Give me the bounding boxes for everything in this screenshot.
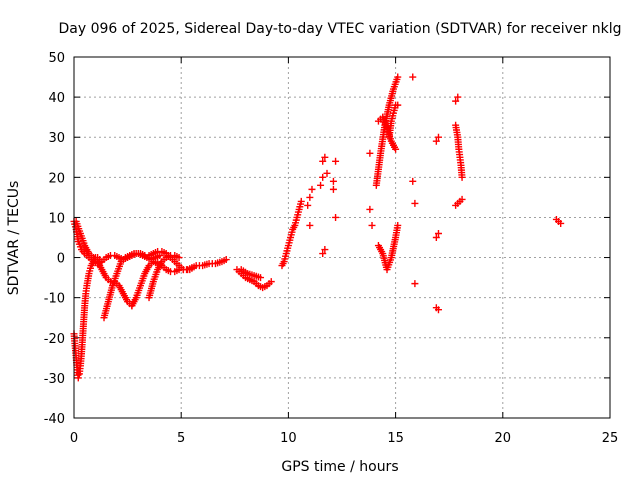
data-point-scatter-15 bbox=[411, 280, 419, 288]
data-point-scatter-11 bbox=[308, 185, 316, 193]
y-tick-label: 20 bbox=[48, 171, 65, 186]
data-point-arc-2 bbox=[188, 264, 196, 272]
y-tick-label: -10 bbox=[44, 292, 65, 307]
x-tick-label: 10 bbox=[280, 431, 297, 446]
data-point-scatter-15 bbox=[368, 221, 376, 229]
y-tick-label: 10 bbox=[48, 211, 65, 226]
tick-labels: 0 5 10 15 20 25 -40 -30 -20 -10 0 10 20 30 40 50 bbox=[44, 51, 619, 446]
y-tick-label: -40 bbox=[44, 412, 65, 427]
data-point-scatter-11 bbox=[332, 157, 340, 165]
y-tick-label: 30 bbox=[48, 131, 65, 146]
data-point-scatter-11 bbox=[329, 185, 337, 193]
data-point-arc-1 bbox=[156, 252, 164, 260]
y-tick-label: 40 bbox=[48, 91, 65, 106]
data-point-late-low-b bbox=[257, 274, 265, 282]
data-point-arc-18 bbox=[458, 173, 466, 181]
data-point-scatter-11 bbox=[306, 193, 314, 201]
x-tick-label: 20 bbox=[495, 431, 512, 446]
data-point-scatter-15 bbox=[411, 199, 419, 207]
data-point-scatter-15 bbox=[366, 149, 374, 157]
axes bbox=[73, 56, 611, 419]
x-tick-label: 15 bbox=[387, 431, 404, 446]
data-point-scatter-11 bbox=[321, 246, 329, 254]
y-axis-label: SDTVAR / TECUs bbox=[6, 181, 22, 296]
y-tick-label: 0 bbox=[57, 252, 65, 267]
data-point-scatter-11 bbox=[317, 181, 325, 189]
y-tick-label: -20 bbox=[44, 332, 65, 347]
data-point-scatter-11 bbox=[329, 177, 337, 185]
chart-title: Day 096 of 2025, Sidereal Day-to-day VTE… bbox=[59, 21, 622, 37]
data-point-arc-14a bbox=[394, 73, 402, 81]
data-point-scatter-18 bbox=[458, 195, 466, 203]
data-point-scatter-11 bbox=[319, 250, 327, 258]
data-point-scatter-17 bbox=[434, 229, 442, 237]
data-point-scatter-18 bbox=[452, 97, 460, 105]
data-point-rise-10 bbox=[297, 197, 305, 205]
data-point-scatter-11 bbox=[319, 173, 327, 181]
x-axis-label: GPS time / hours bbox=[281, 459, 398, 475]
data-point-scatter-17 bbox=[434, 306, 442, 314]
data-point-arc-3 bbox=[175, 254, 183, 262]
grid-lines bbox=[74, 57, 610, 418]
data-point-scatter-18 bbox=[454, 93, 462, 101]
x-tick-label: 25 bbox=[602, 431, 619, 446]
data-point-scatter-15 bbox=[366, 205, 374, 213]
data-point-early-drop bbox=[74, 374, 82, 382]
y-tick-label: 50 bbox=[48, 51, 65, 66]
data-point-arc-14b bbox=[392, 145, 400, 153]
data-point-scatter-11 bbox=[321, 153, 329, 161]
data-points bbox=[70, 73, 565, 382]
data-point-scatter-17 bbox=[432, 234, 440, 241]
data-point-scatter-15 bbox=[409, 177, 417, 185]
data-point-scatter-17 bbox=[434, 133, 442, 141]
data-point-scatter-11 bbox=[306, 221, 314, 229]
data-point-scatter-11 bbox=[323, 169, 331, 177]
data-point-late-low bbox=[267, 278, 275, 286]
x-tick-label: 0 bbox=[70, 431, 78, 446]
x-tick-label: 5 bbox=[177, 431, 185, 446]
data-point-scatter-11 bbox=[319, 157, 327, 165]
data-point-arc-14c bbox=[394, 221, 402, 229]
plot-frame bbox=[73, 56, 611, 419]
data-point-scatter-22 bbox=[557, 219, 565, 227]
data-point-scatter-17 bbox=[432, 137, 440, 145]
data-point-scatter-11 bbox=[304, 201, 312, 209]
data-point-arc-15 bbox=[394, 101, 402, 109]
data-point-scatter-11 bbox=[332, 213, 340, 221]
data-point-early-main bbox=[222, 256, 230, 264]
data-point-scatter-15 bbox=[409, 73, 417, 81]
y-tick-label: -30 bbox=[44, 372, 65, 387]
